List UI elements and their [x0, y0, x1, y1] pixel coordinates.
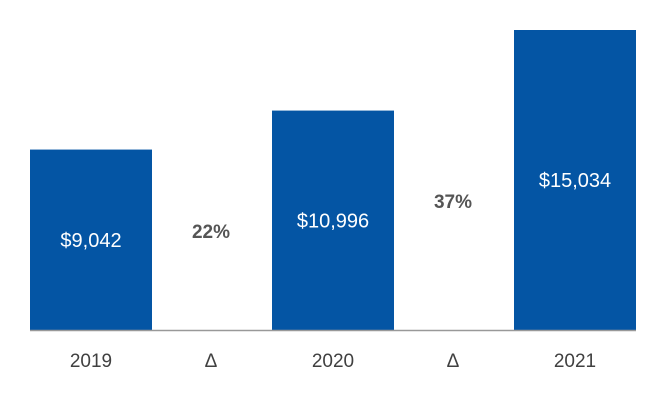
bar-value-label-2020: $10,996 — [297, 210, 369, 232]
x-axis-tick-labels: 2019 Δ 2020 Δ 2021 — [70, 351, 596, 372]
change-label-1: 37% — [434, 192, 472, 213]
bars-group — [30, 30, 636, 330]
bar-value-labels: $9,042 $10,996 $15,034 — [60, 170, 611, 252]
bar-2020 — [272, 110, 394, 330]
bar-2021 — [514, 30, 636, 330]
change-labels: 22% 37% — [192, 192, 472, 243]
change-label-0: 22% — [192, 222, 230, 243]
x-tick-label-4: 2021 — [554, 351, 596, 372]
bar-value-label-2019: $9,042 — [60, 230, 121, 252]
x-tick-label-0: 2019 — [70, 351, 112, 372]
bar-2019 — [30, 149, 152, 330]
x-tick-label-3: Δ — [447, 351, 460, 372]
x-tick-label-1: Δ — [205, 351, 218, 372]
bar-value-label-2021: $15,034 — [539, 170, 611, 192]
x-tick-label-2: 2020 — [312, 351, 354, 372]
